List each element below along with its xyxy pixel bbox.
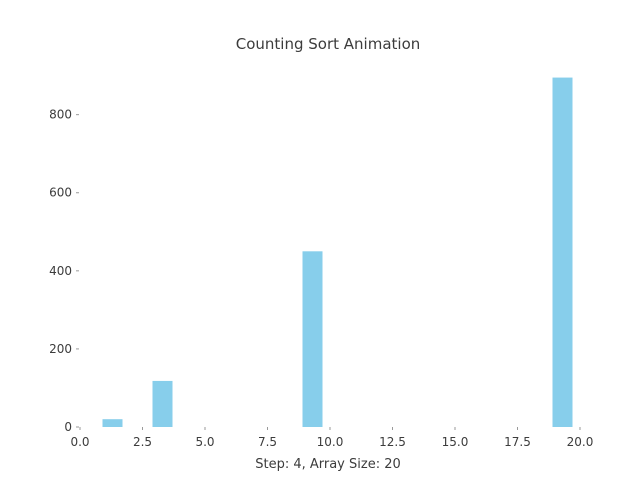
x-tick-label: 0.0 — [70, 435, 89, 449]
bar-2 — [302, 251, 323, 427]
x-tick-label: 20.0 — [567, 435, 594, 449]
x-axis-label: Step: 4, Array Size: 20 — [255, 457, 401, 472]
y-axis-ticks: 0 200 400 600 800 — [49, 108, 79, 434]
bars-group — [102, 77, 573, 427]
x-tick-label: 17.5 — [504, 435, 531, 449]
y-tick-label: 0 — [64, 420, 72, 434]
x-axis-ticks: 0.0 2.5 5.0 7.5 10.0 12.5 15.0 17.5 20.0 — [70, 427, 593, 449]
chart-title: Counting Sort Animation — [236, 35, 421, 53]
y-tick-label: 600 — [49, 186, 72, 200]
y-tick-label: 200 — [49, 342, 72, 356]
bar-3 — [552, 77, 573, 427]
x-tick-label: 5.0 — [195, 435, 214, 449]
x-tick-label: 2.5 — [133, 435, 152, 449]
bar-1 — [152, 380, 173, 427]
x-tick-label: 7.5 — [258, 435, 277, 449]
y-tick-label: 400 — [49, 264, 72, 278]
x-tick-label: 10.0 — [317, 435, 344, 449]
bar-0 — [102, 419, 123, 427]
x-tick-label: 12.5 — [379, 435, 406, 449]
x-tick-label: 15.0 — [442, 435, 469, 449]
y-tick-label: 800 — [49, 108, 72, 122]
